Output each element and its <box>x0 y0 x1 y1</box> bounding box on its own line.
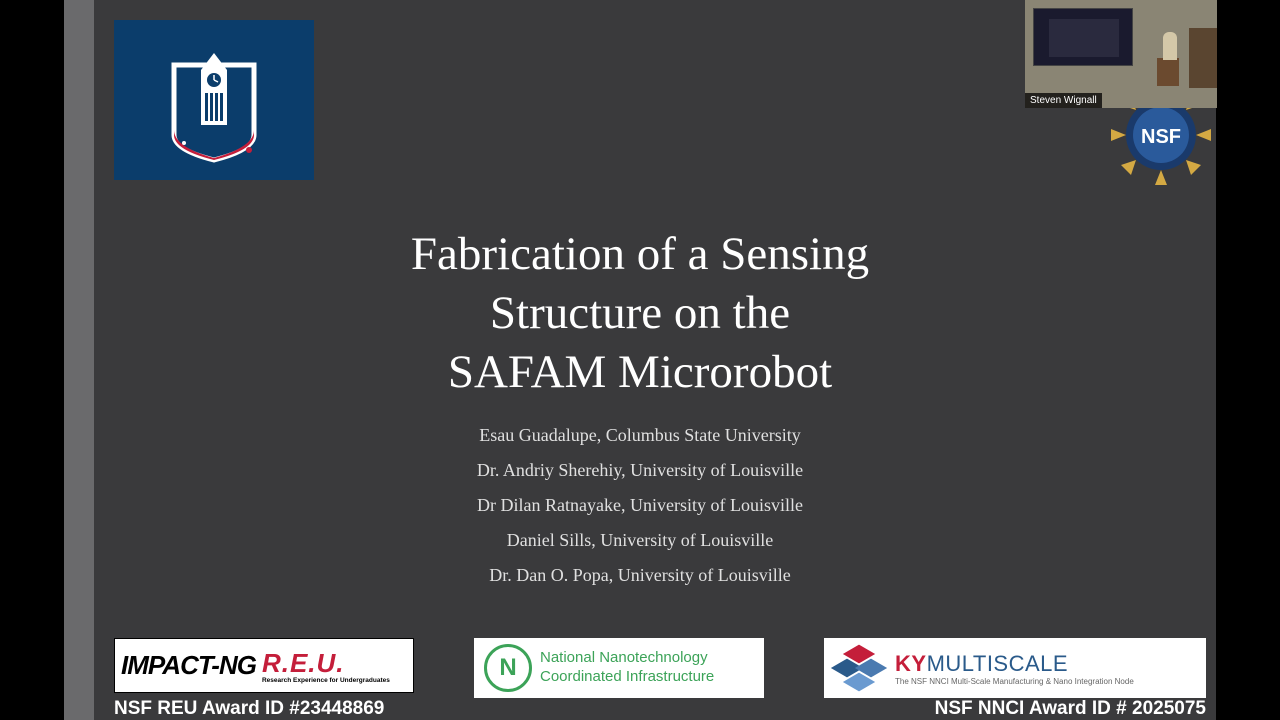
title-line-1: Fabrication of a Sensing <box>190 225 1090 284</box>
university-clocktower-logo <box>149 35 279 165</box>
ky-text: KYMULTISCALE The NSF NNCI Multi-Scale Ma… <box>895 651 1134 686</box>
svg-text:NSF: NSF <box>1141 126 1181 148</box>
impact-ng-reu-badge: IMPACT-NG R.E.U. Research Experience for… <box>114 638 414 693</box>
ky-multiscale-badge: KYMULTISCALE The NSF NNCI Multi-Scale Ma… <box>824 638 1206 698</box>
reu-box: R.E.U. Research Experience for Undergrad… <box>262 648 390 684</box>
webcam-thumbnail[interactable]: Steven Wignall <box>1025 0 1217 108</box>
author-line: Daniel Sills, University of Louisville <box>190 523 1090 558</box>
nnci-badge: N National Nanotechnology Coordinated In… <box>474 638 764 698</box>
sponsor-badges-row: IMPACT-NG R.E.U. Research Experience for… <box>114 638 1206 698</box>
nnci-logo-icon: N <box>484 644 532 692</box>
slide-left-stripe <box>64 0 94 720</box>
author-list: Esau Guadalupe, Columbus State Universit… <box>190 418 1090 593</box>
reu-label: R.E.U. <box>262 648 345 679</box>
webcam-name-label: Steven Wignall <box>1025 93 1102 108</box>
nnci-text: National Nanotechnology Coordinated Infr… <box>540 649 714 687</box>
author-line: Dr Dilan Ratnayake, University of Louisv… <box>190 488 1090 523</box>
title-line-2: Structure on the <box>190 284 1090 343</box>
webcam-podium <box>1157 58 1179 86</box>
slide-title: Fabrication of a Sensing Structure on th… <box>190 225 1090 401</box>
university-logo-box <box>114 20 314 180</box>
author-line: Dr. Andriy Sherehiy, University of Louis… <box>190 453 1090 488</box>
author-line: Esau Guadalupe, Columbus State Universit… <box>190 418 1090 453</box>
presentation-slide: Fabrication of a Sensing Structure on th… <box>64 0 1216 720</box>
title-line-3: SAFAM Microrobot <box>190 343 1090 402</box>
webcam-projector-screen <box>1033 8 1133 66</box>
nsf-nnci-award-id: NSF NNCI Award ID # 2025075 <box>935 698 1206 720</box>
webcam-presenter <box>1163 32 1177 60</box>
ky-cubes-icon <box>832 643 887 693</box>
nsf-reu-award-id: NSF REU Award ID #23448869 <box>114 698 384 720</box>
webcam-door <box>1189 28 1217 88</box>
impact-label: IMPACT-NG <box>121 650 256 681</box>
author-line: Dr. Dan O. Popa, University of Louisvill… <box>190 558 1090 593</box>
reu-subtitle: Research Experience for Undergraduates <box>262 677 390 684</box>
